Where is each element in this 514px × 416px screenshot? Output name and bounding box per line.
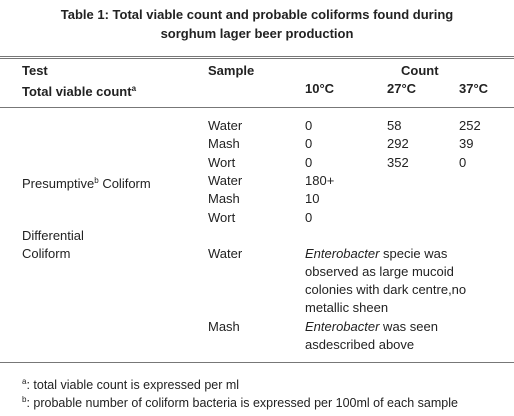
header-tvc: Total viable counta [22, 80, 136, 101]
title-line: Table 1: Total viable count and probable… [60, 7, 454, 22]
header-sample: Sample [208, 63, 255, 78]
description-text: specie was [379, 246, 448, 261]
title-line: sorghum lager beer production [160, 26, 354, 41]
count-value: 352 [387, 154, 409, 170]
footnote: b: probable number of coliform bacteria … [22, 391, 458, 412]
superscript: a [131, 84, 137, 93]
sample: Mash [208, 136, 240, 152]
sample: Mash [208, 191, 240, 207]
count-value: 0 [305, 118, 313, 133]
sample: Wort [208, 209, 236, 225]
organism: Enterobacter [305, 246, 380, 261]
count-value: 0 [305, 154, 313, 170]
count-value: 180+ [305, 172, 335, 188]
description: Enterobacter specie was [305, 245, 447, 263]
test-text: Presumptive [22, 176, 95, 191]
test-label: Coliform [22, 246, 71, 261]
footnote-text: : probable number of coliform bacteria i… [26, 396, 458, 410]
count-value: 0 [459, 154, 467, 170]
footnote: a: total viable count is expressed per m… [22, 373, 239, 394]
sample: Wort [208, 154, 236, 170]
count-value: 58 [387, 118, 402, 133]
description-text: was seen [379, 319, 438, 334]
rule [0, 362, 514, 363]
footnote-text: : total viable count is expressed per ml [26, 378, 240, 392]
sample: Water [208, 246, 243, 261]
header-temp: 27°C [387, 81, 417, 96]
rule [0, 58, 514, 59]
header-count: Count [401, 63, 439, 78]
description: observed as large mucoid [305, 264, 454, 279]
sample: Mash [208, 319, 240, 334]
sample: Water [208, 172, 243, 188]
description: metallic sheen [305, 300, 389, 315]
description: Enterobacter was seen [305, 318, 438, 336]
superscript: b [22, 395, 27, 404]
count-value: 0 [305, 209, 313, 225]
header-test: Test [22, 63, 48, 78]
organism: Enterobacter [305, 319, 380, 334]
header-temp: 37°C [459, 81, 489, 96]
count-value: 252 [459, 118, 481, 133]
rule [0, 56, 514, 57]
sample: Water [208, 118, 243, 133]
test-label: Differential [22, 228, 84, 243]
count-value: 39 [459, 136, 474, 152]
superscript: b [94, 176, 99, 185]
rule [0, 107, 514, 108]
count-value: 292 [387, 136, 409, 152]
header-temp: 10°C [305, 81, 335, 96]
test-label: Presumptiveb Coliform [22, 172, 151, 193]
superscript: a [22, 377, 27, 386]
header-tvc-text: Total viable count [22, 84, 132, 99]
description: colonies with dark centre,no [305, 282, 467, 297]
count-value: 10 [305, 191, 320, 207]
test-text: Coliform [98, 176, 151, 191]
description: asdescribed above [305, 337, 415, 352]
count-value: 0 [305, 136, 313, 152]
